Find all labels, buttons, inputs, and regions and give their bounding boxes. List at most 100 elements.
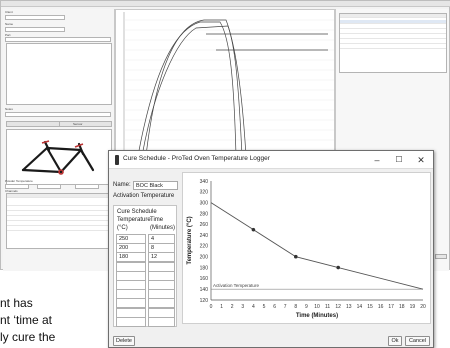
y-tick-label: 300 bbox=[200, 200, 209, 206]
bg-label-channels: Channels bbox=[5, 189, 18, 193]
background-app-window: Client Name Part Notes Sensor bbox=[0, 0, 450, 271]
x-tick-label: 19 bbox=[410, 304, 416, 310]
y-tick-label: 120 bbox=[200, 298, 209, 304]
dialog-title: Cure Schedule - ProTed Oven Temperature … bbox=[123, 155, 270, 162]
y-axis-label: Temperature (°C) bbox=[187, 216, 193, 264]
cancel-button[interactable]: Cancel bbox=[405, 336, 430, 346]
bg-label-name: Name bbox=[5, 22, 14, 26]
x-tick-label: 7 bbox=[284, 304, 287, 310]
table-row bbox=[340, 14, 446, 18]
bg-label-notes: Notes bbox=[5, 107, 13, 111]
article-text-line-1: nt has bbox=[0, 296, 33, 310]
x-tick-label: 8 bbox=[294, 304, 297, 310]
cure-curve-line bbox=[210, 202, 424, 290]
bg-label-client: Client bbox=[5, 10, 13, 14]
table-row[interactable] bbox=[7, 212, 111, 216]
x-tick-label: 9 bbox=[305, 304, 308, 310]
article-text-line-3: ly cure the bbox=[0, 330, 56, 344]
cure-point-marker bbox=[336, 265, 340, 270]
bg-notes-area[interactable] bbox=[6, 43, 112, 105]
y-tick-label: 200 bbox=[200, 255, 209, 261]
x-tick-label: 0 bbox=[210, 304, 213, 310]
x-tick-label: 1 bbox=[220, 304, 223, 310]
bg-tab-sensor[interactable]: Sensor bbox=[73, 122, 83, 126]
app-icon bbox=[115, 155, 119, 165]
background-plot-lines bbox=[123, 12, 334, 157]
y-tick-label: 260 bbox=[200, 222, 209, 228]
article-text-line-2: nt ‘time at bbox=[0, 313, 53, 327]
y-tick-label: 320 bbox=[200, 190, 209, 196]
table-row[interactable] bbox=[340, 20, 446, 24]
delete-button[interactable]: Delete bbox=[113, 336, 135, 346]
y-tick-label: 220 bbox=[200, 244, 209, 250]
bg-part-field[interactable] bbox=[5, 37, 111, 42]
temperature-column-header: Temperature bbox=[117, 217, 151, 223]
schedule-time-cell[interactable] bbox=[148, 316, 175, 327]
x-tick-label: 16 bbox=[378, 304, 384, 310]
table-row[interactable] bbox=[340, 40, 446, 44]
x-tick-label: 20 bbox=[420, 304, 426, 310]
bg-right-button[interactable] bbox=[435, 254, 447, 259]
y-tick-label: 280 bbox=[200, 211, 209, 217]
dialog-titlebar[interactable]: Cure Schedule - ProTed Oven Temperature … bbox=[109, 151, 433, 169]
table-row[interactable] bbox=[7, 227, 111, 231]
y-tick-label: 340 bbox=[200, 179, 209, 185]
background-temperature-plot bbox=[115, 9, 335, 159]
bg-name-field[interactable] bbox=[5, 27, 65, 32]
table-row bbox=[7, 194, 111, 198]
x-tick-label: 6 bbox=[273, 304, 276, 310]
cure-point-marker bbox=[294, 254, 298, 259]
maximize-button[interactable]: ☐ bbox=[395, 155, 403, 164]
cure-schedule-dialog: Cure Schedule - ProTed Oven Temperature … bbox=[108, 150, 434, 348]
ok-button[interactable]: Ok bbox=[388, 336, 402, 346]
name-label: Name: bbox=[113, 182, 131, 188]
bg-notes-field[interactable] bbox=[5, 112, 111, 117]
background-menubar bbox=[1, 1, 450, 7]
bg-tab-left[interactable] bbox=[7, 122, 60, 126]
y-tick-label: 160 bbox=[200, 276, 209, 282]
table-row[interactable] bbox=[340, 35, 446, 39]
bg-powder-field-c[interactable] bbox=[75, 184, 99, 189]
temperature-unit-label: (°C) bbox=[117, 225, 128, 231]
table-row[interactable] bbox=[340, 30, 446, 34]
table-row[interactable] bbox=[7, 202, 111, 206]
background-left-panel: Client Name Part Notes Sensor bbox=[3, 9, 115, 271]
minimize-button[interactable]: – bbox=[374, 155, 380, 165]
time-unit-label: (Minutes) bbox=[150, 225, 176, 231]
bg-label-powder-temp: Powder Temperature bbox=[5, 179, 33, 183]
bg-tab-bar: Sensor bbox=[6, 121, 112, 127]
table-row[interactable] bbox=[340, 25, 446, 29]
x-tick-label: 2 bbox=[231, 304, 234, 310]
cure-schedule-header: Cure Schedule bbox=[117, 209, 157, 215]
bg-powder-field-b[interactable] bbox=[37, 184, 61, 189]
x-tick-label: 3 bbox=[241, 304, 244, 310]
bg-batch-table bbox=[339, 13, 447, 73]
x-tick-label: 11 bbox=[325, 304, 330, 310]
table-row[interactable] bbox=[7, 217, 111, 221]
activation-temperature-label: Activation Temperature bbox=[113, 193, 175, 199]
bg-client-field[interactable] bbox=[5, 15, 65, 20]
bike-frame-image bbox=[6, 129, 112, 185]
table-row[interactable] bbox=[7, 207, 111, 211]
x-tick-label: 5 bbox=[263, 304, 266, 310]
x-tick-label: 10 bbox=[314, 304, 320, 310]
y-tick-label: 240 bbox=[200, 233, 209, 239]
name-input[interactable]: BOC Black bbox=[133, 181, 178, 190]
time-column-header: Time bbox=[150, 217, 164, 223]
x-tick-label: 14 bbox=[357, 304, 363, 310]
schedule-temp-cell[interactable] bbox=[116, 316, 146, 327]
bg-powder-field-a[interactable] bbox=[5, 184, 29, 189]
cure-point-marker bbox=[251, 227, 256, 232]
y-tick-label: 140 bbox=[200, 287, 209, 293]
close-button[interactable]: ✕ bbox=[417, 155, 425, 165]
activation-temperature-label: Activation Temperature bbox=[213, 283, 259, 288]
table-row[interactable] bbox=[7, 222, 111, 226]
bg-label-part: Part bbox=[5, 33, 11, 37]
x-tick-label: 15 bbox=[367, 304, 373, 310]
x-axis-label: Time (Minutes) bbox=[296, 313, 338, 319]
table-row[interactable] bbox=[340, 45, 446, 49]
x-tick-label: 4 bbox=[252, 304, 255, 310]
x-tick-label: 13 bbox=[346, 304, 352, 310]
x-tick-label: 12 bbox=[335, 304, 341, 310]
x-tick-label: 17 bbox=[388, 304, 394, 310]
